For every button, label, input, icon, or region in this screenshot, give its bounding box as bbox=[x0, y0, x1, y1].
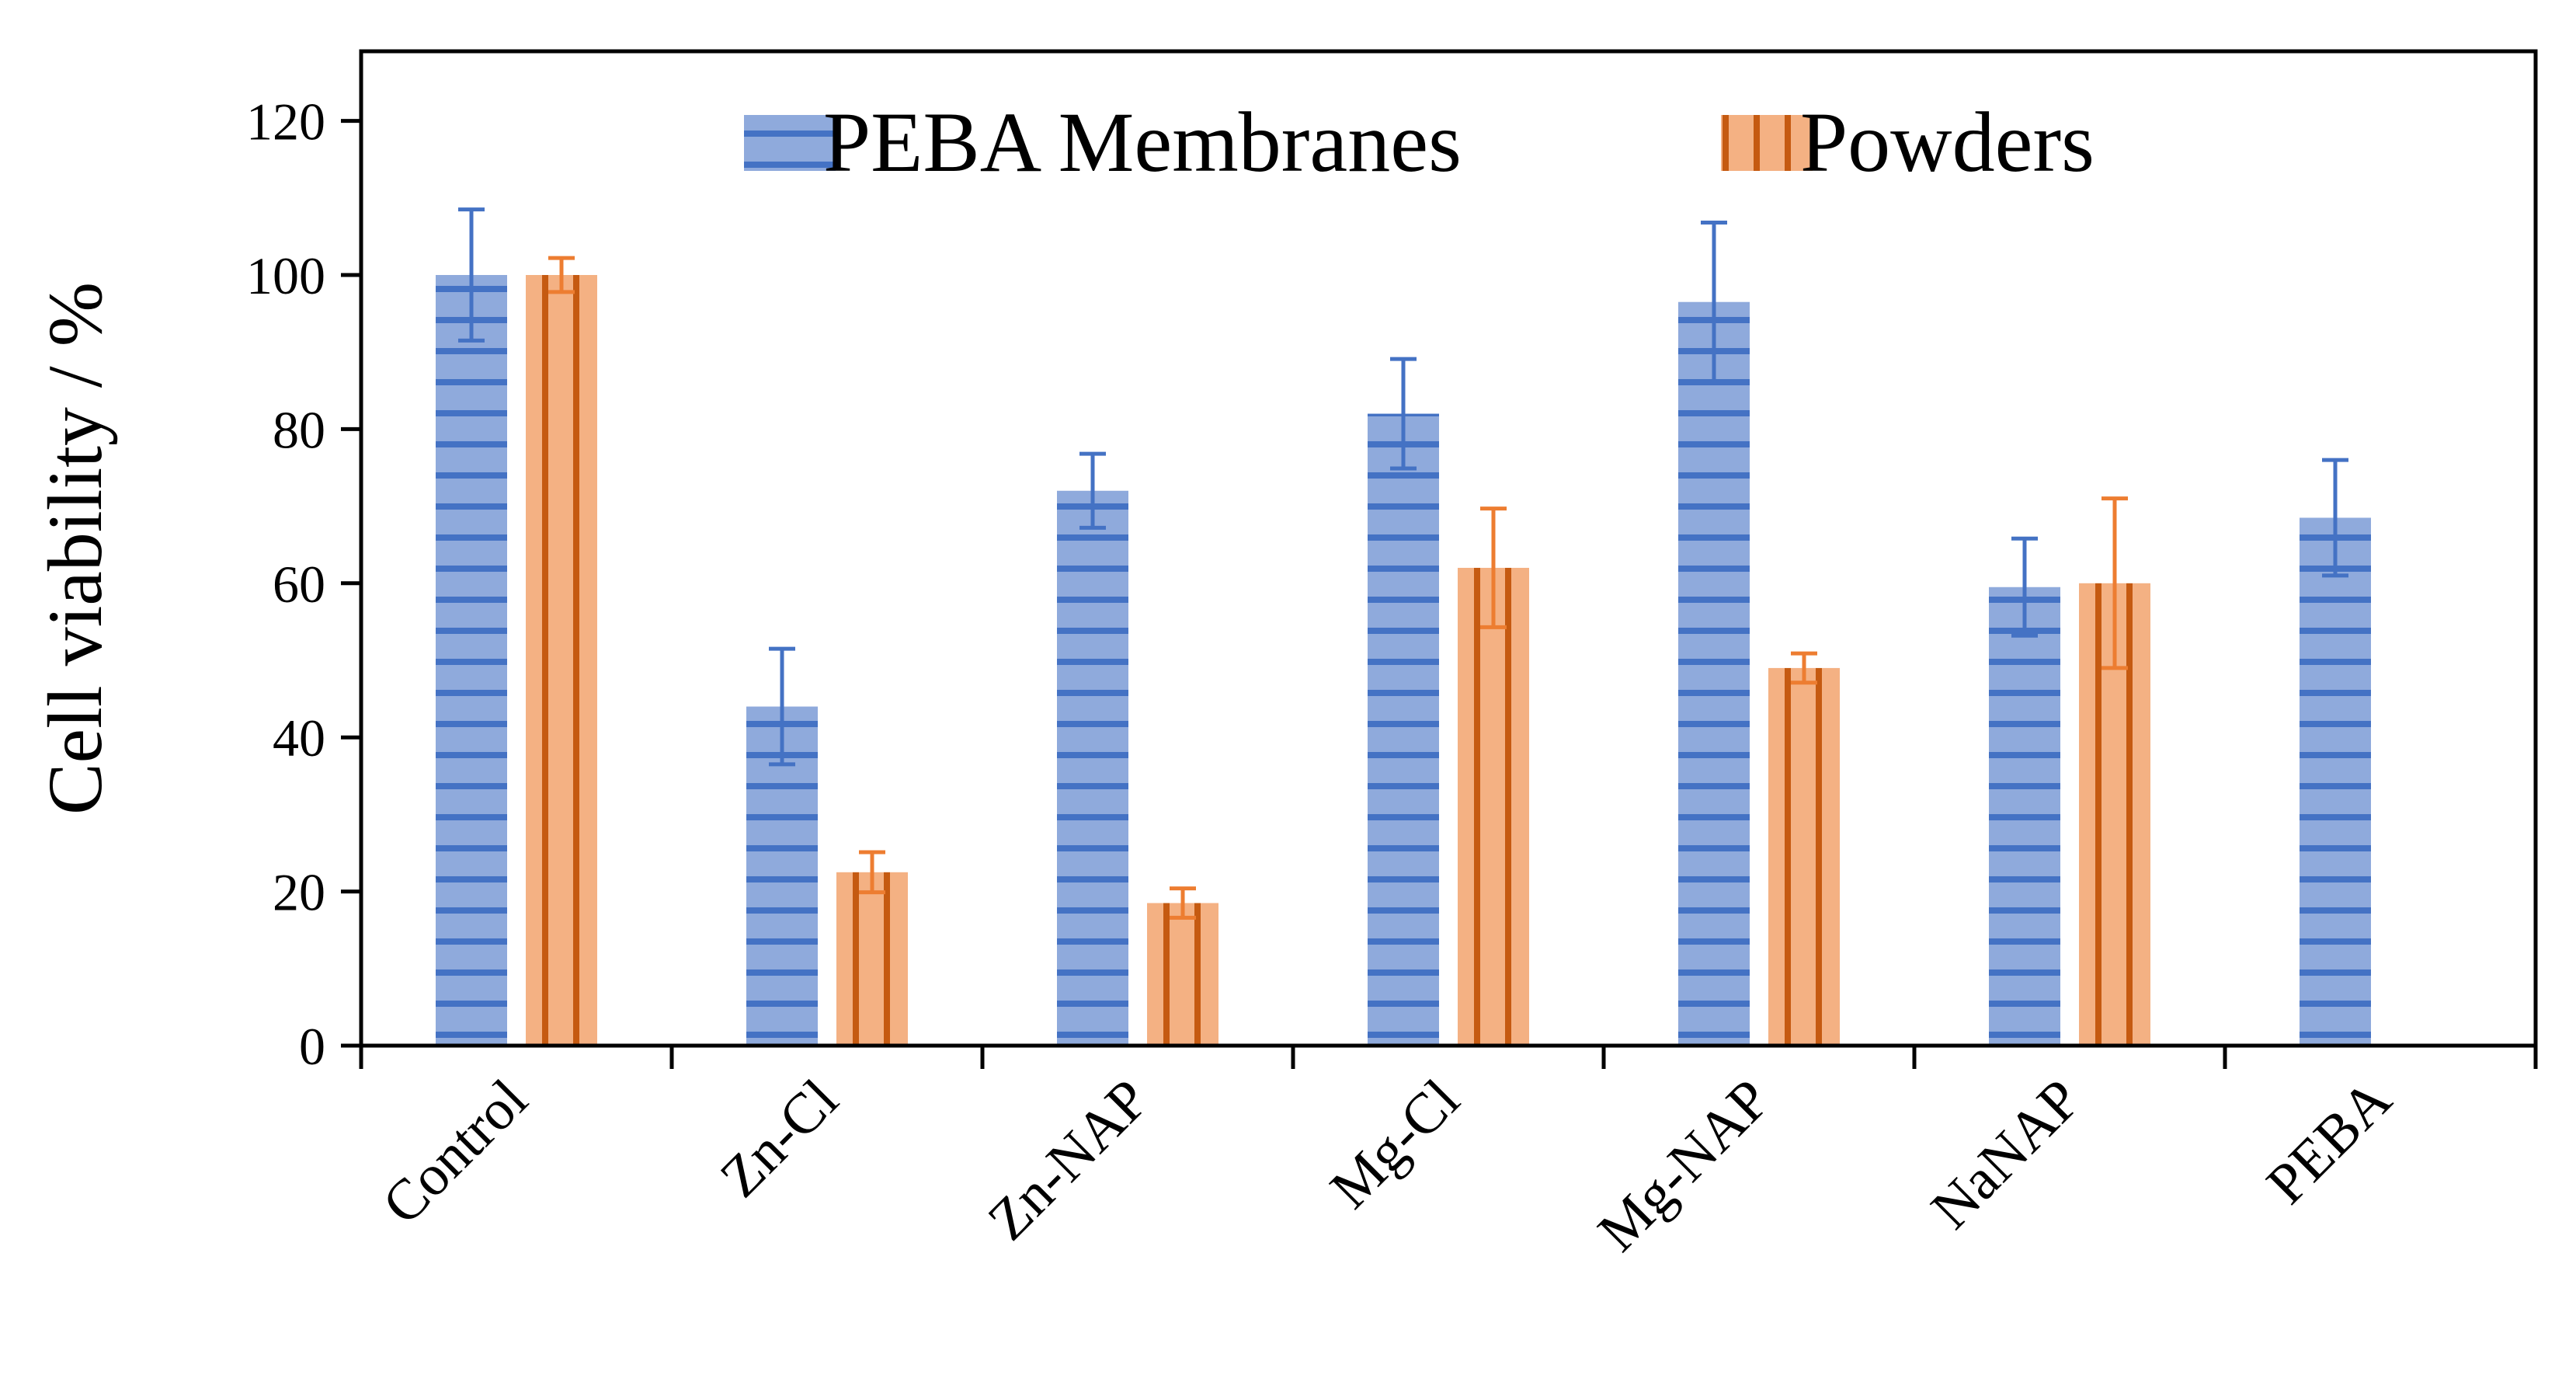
error-bar-membranes-peba bbox=[2322, 458, 2348, 578]
bar-powders-zn-cl bbox=[836, 872, 908, 1046]
error-bar-powders-mg-cl bbox=[1480, 507, 1507, 629]
legend-swatch-powders bbox=[1721, 115, 1813, 171]
y-tick-label: 40 bbox=[273, 708, 325, 768]
bar-membranes-mg-nap bbox=[1678, 301, 1750, 1046]
x-tick-label-zn-cl: Zn-Cl bbox=[708, 1067, 850, 1210]
error-bar-membranes-mg-cl bbox=[1390, 357, 1417, 471]
error-bar-membranes-nanap bbox=[2011, 536, 2038, 638]
error-bar-powders-mg-nap bbox=[1791, 651, 1817, 685]
category-labels-layer: Control Zn-Cl Zn-NAP Mg-Cl Mg-NAP NaNAP PEBA bbox=[370, 1067, 2404, 1264]
bar-membranes-zn-nap bbox=[1057, 490, 1128, 1046]
y-tick-label: 0 bbox=[299, 1017, 325, 1076]
y-axis-label: Cell viability / % bbox=[32, 282, 118, 815]
x-tick-label-nanap: NaNAP bbox=[1919, 1067, 2093, 1241]
error-bar-powders-zn-cl bbox=[859, 850, 885, 895]
x-tick-label-mg-cl: Mg-Cl bbox=[1318, 1067, 1472, 1221]
bar-membranes-control bbox=[436, 275, 507, 1046]
error-bar-powders-nanap bbox=[2101, 496, 2128, 670]
bar-membranes-mg-cl bbox=[1368, 413, 1439, 1046]
bar-powders-zn-nap bbox=[1147, 903, 1218, 1046]
y-tick-label: 120 bbox=[246, 92, 325, 151]
bar-powders-mg-nap bbox=[1768, 667, 1840, 1046]
x-tick-label-control: Control bbox=[370, 1067, 540, 1237]
bar-membranes-nanap bbox=[1989, 587, 2060, 1046]
bar-membranes-peba bbox=[2300, 517, 2371, 1046]
legend-label-membranes: PEBA Membranes bbox=[823, 95, 1462, 190]
y-tick-label: 80 bbox=[273, 400, 325, 459]
error-bar-powders-zn-nap bbox=[1170, 886, 1196, 920]
x-tick-label-zn-nap: Zn-NAP bbox=[976, 1067, 1161, 1252]
legend-swatch-membranes bbox=[744, 115, 836, 171]
bar-powders-mg-cl bbox=[1458, 567, 1529, 1046]
x-tick-label-mg-nap: Mg-NAP bbox=[1586, 1067, 1782, 1264]
bar-powders-control bbox=[526, 275, 597, 1046]
error-bar-membranes-mg-nap bbox=[1701, 221, 1727, 384]
plot-frame bbox=[359, 49, 2538, 1048]
legend-label-powders: Powders bbox=[1800, 95, 2095, 190]
y-tick-label: 60 bbox=[273, 555, 325, 614]
x-tick-label-peba: PEBA bbox=[2254, 1067, 2404, 1217]
y-ticks-layer: 0 20 40 60 80 100 120 bbox=[246, 92, 361, 1076]
error-bars-layer bbox=[458, 207, 2348, 920]
x-ticks-layer bbox=[359, 1046, 2538, 1069]
error-bar-membranes-zn-cl bbox=[769, 646, 795, 767]
error-bar-powders-control bbox=[548, 256, 575, 294]
error-bar-membranes-zn-nap bbox=[1079, 451, 1106, 530]
y-tick-label: 100 bbox=[246, 246, 325, 305]
legend: PEBA Membranes Powders bbox=[744, 95, 2095, 190]
error-bar-membranes-control bbox=[458, 207, 485, 343]
bars-layer bbox=[436, 275, 2371, 1046]
y-tick-label: 20 bbox=[273, 863, 325, 922]
